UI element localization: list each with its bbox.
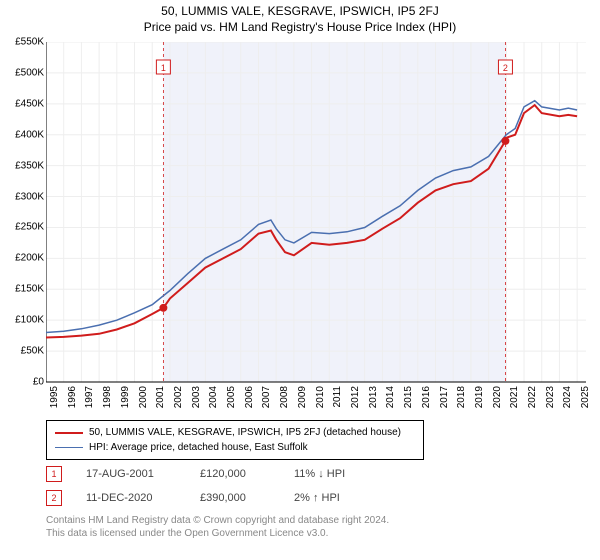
legend-swatch-hpi xyxy=(55,447,83,449)
legend-swatch-price xyxy=(55,432,83,434)
sale-marker-1: 1 xyxy=(46,466,62,482)
legend-label-hpi: HPI: Average price, detached house, East… xyxy=(89,440,308,455)
x-tick-label: 2011 xyxy=(332,386,343,408)
x-tick-label: 2015 xyxy=(403,386,414,408)
sale-date: 17-AUG-2001 xyxy=(86,468,176,480)
chart-subtitle: Price paid vs. HM Land Registry's House … xyxy=(0,18,600,34)
x-tick-label: 1999 xyxy=(120,386,131,408)
x-tick-label: 2010 xyxy=(315,386,326,408)
x-tick-label: 2012 xyxy=(350,386,361,408)
y-tick-label: £350K xyxy=(15,160,44,171)
x-tick-label: 2013 xyxy=(368,386,379,408)
sale-price: £120,000 xyxy=(200,468,270,480)
chart-container: 50, LUMMIS VALE, KESGRAVE, IPSWICH, IP5 … xyxy=(0,0,600,560)
footer-line2: This data is licensed under the Open Gov… xyxy=(46,527,389,540)
x-tick-label: 2018 xyxy=(456,386,467,408)
footer-line1: Contains HM Land Registry data © Crown c… xyxy=(46,514,389,527)
x-tick-label: 2016 xyxy=(421,386,432,408)
y-tick-label: £50K xyxy=(21,346,44,357)
x-tick-label: 1996 xyxy=(67,386,78,408)
x-tick-label: 2007 xyxy=(261,386,272,408)
y-tick-label: £150K xyxy=(15,284,44,295)
sales-table: 1 17-AUG-2001 £120,000 11% ↓ HPI 2 11-DE… xyxy=(46,462,374,510)
x-tick-label: 1998 xyxy=(102,386,113,408)
x-tick-label: 2000 xyxy=(138,386,149,408)
x-tick-label: 2005 xyxy=(226,386,237,408)
x-tick-label: 2003 xyxy=(191,386,202,408)
x-tick-label: 2009 xyxy=(297,386,308,408)
svg-text:2: 2 xyxy=(503,63,508,73)
x-tick-label: 2004 xyxy=(208,386,219,408)
x-tick-label: 2021 xyxy=(509,386,520,408)
x-tick-label: 1995 xyxy=(49,386,60,408)
x-tick-label: 2006 xyxy=(244,386,255,408)
y-tick-label: £250K xyxy=(15,222,44,233)
x-tick-label: 2001 xyxy=(155,386,166,408)
sale-diff: 11% ↓ HPI xyxy=(294,468,374,480)
x-tick-label: 2023 xyxy=(545,386,556,408)
y-tick-label: £400K xyxy=(15,129,44,140)
y-tick-label: £200K xyxy=(15,253,44,264)
x-tick-label: 1997 xyxy=(84,386,95,408)
x-tick-label: 2008 xyxy=(279,386,290,408)
y-tick-label: £0 xyxy=(33,377,44,388)
sale-diff: 2% ↑ HPI xyxy=(294,492,374,504)
x-tick-label: 2022 xyxy=(527,386,538,408)
chart-title: 50, LUMMIS VALE, KESGRAVE, IPSWICH, IP5 … xyxy=(0,0,600,18)
x-tick-label: 2025 xyxy=(580,386,591,408)
sale-price: £390,000 xyxy=(200,492,270,504)
x-tick-label: 2019 xyxy=(474,386,485,408)
svg-text:1: 1 xyxy=(161,63,166,73)
y-tick-label: £550K xyxy=(15,37,44,48)
chart-svg: 12 xyxy=(46,42,586,412)
x-tick-label: 2020 xyxy=(492,386,503,408)
x-tick-label: 2024 xyxy=(562,386,573,408)
x-tick-label: 2002 xyxy=(173,386,184,408)
sale-row: 1 17-AUG-2001 £120,000 11% ↓ HPI xyxy=(46,462,374,486)
y-tick-label: £300K xyxy=(15,191,44,202)
x-tick-label: 2014 xyxy=(385,386,396,408)
footer-attribution: Contains HM Land Registry data © Crown c… xyxy=(46,514,389,540)
x-tick-label: 2017 xyxy=(439,386,450,408)
legend-box: 50, LUMMIS VALE, KESGRAVE, IPSWICH, IP5 … xyxy=(46,420,424,460)
sale-date: 11-DEC-2020 xyxy=(86,492,176,504)
legend-row-price: 50, LUMMIS VALE, KESGRAVE, IPSWICH, IP5 … xyxy=(55,425,415,440)
sale-marker-2: 2 xyxy=(46,490,62,506)
legend-row-hpi: HPI: Average price, detached house, East… xyxy=(55,440,415,455)
y-tick-label: £500K xyxy=(15,67,44,78)
y-tick-label: £100K xyxy=(15,315,44,326)
sale-row: 2 11-DEC-2020 £390,000 2% ↑ HPI xyxy=(46,486,374,510)
chart-plot-area: 12 xyxy=(46,42,586,412)
y-tick-label: £450K xyxy=(15,98,44,109)
legend-label-price: 50, LUMMIS VALE, KESGRAVE, IPSWICH, IP5 … xyxy=(89,425,401,440)
